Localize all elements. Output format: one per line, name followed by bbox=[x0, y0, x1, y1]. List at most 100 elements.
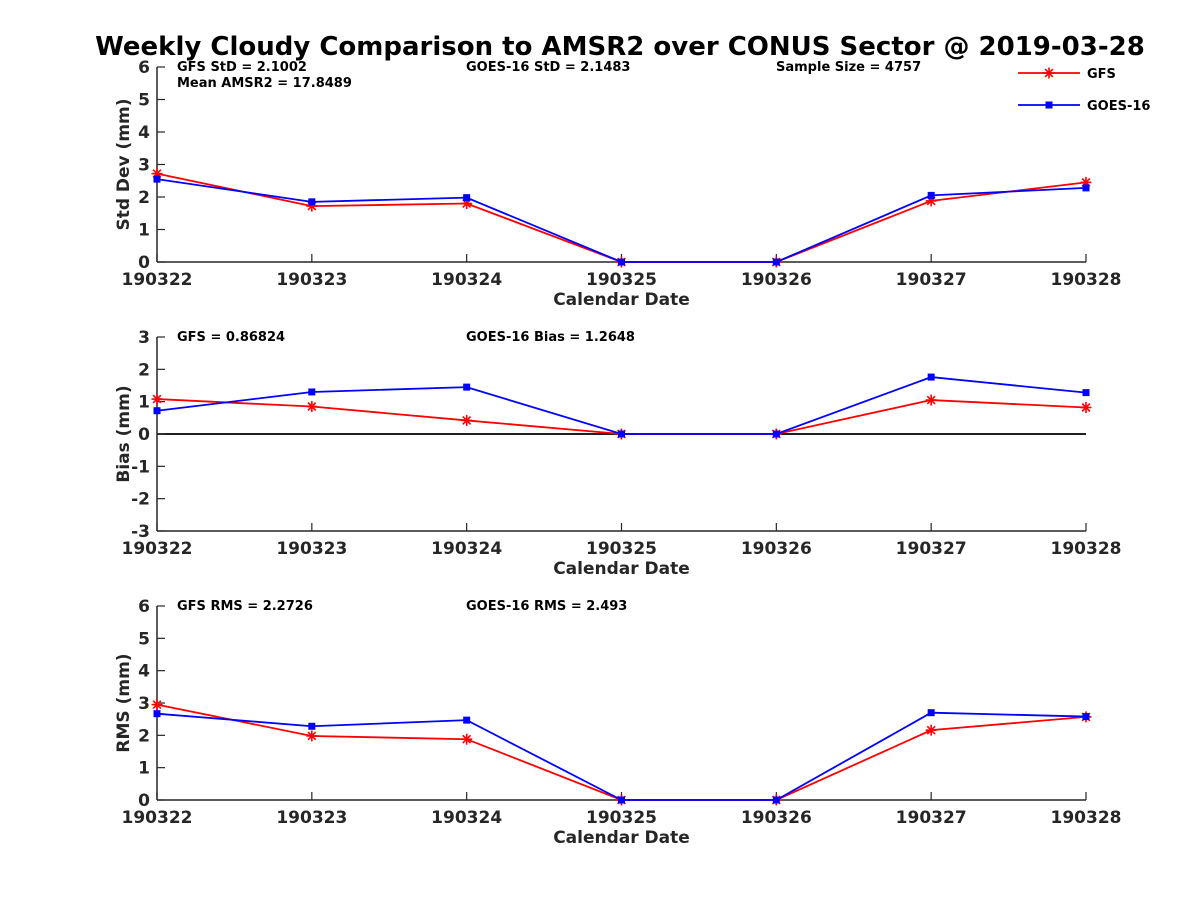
y-tick-label: 2 bbox=[138, 188, 150, 208]
data-point-goes-16 bbox=[153, 710, 161, 718]
x-tick-label: 190325 bbox=[586, 808, 657, 828]
stat-annotation: GFS StD = 2.1002 bbox=[177, 60, 307, 75]
data-point-gfs bbox=[461, 414, 473, 426]
data-point-goes-16 bbox=[308, 198, 316, 206]
subplot-3: 0 1 2 3 4 5 6 190322 190323 190324 190325 190326 190… bbox=[114, 597, 1121, 848]
y-tick-label: -3 bbox=[131, 522, 150, 542]
y-tick-label: 1 bbox=[138, 221, 150, 241]
stat-annotation: Sample Size = 4757 bbox=[776, 60, 921, 75]
y-tick-label: 5 bbox=[138, 629, 150, 649]
data-point-gfs bbox=[1080, 401, 1092, 413]
data-point-gfs bbox=[151, 699, 163, 711]
x-tick-label: 190322 bbox=[122, 808, 193, 828]
data-point-goes-16 bbox=[772, 430, 780, 438]
data-point-goes-16 bbox=[463, 716, 471, 724]
x-tick-label: 190325 bbox=[586, 270, 657, 290]
y-tick-label: 3 bbox=[138, 156, 150, 176]
y-tick-label: -1 bbox=[131, 457, 150, 477]
x-tick-label: 190327 bbox=[896, 270, 967, 290]
x-tick-label: 190328 bbox=[1051, 270, 1122, 290]
data-point-goes-16 bbox=[153, 407, 161, 415]
y-tick-label: -2 bbox=[131, 490, 150, 510]
series-gfs bbox=[151, 699, 1092, 806]
x-tick-label: 190323 bbox=[276, 539, 347, 559]
y-tick-label: 0 bbox=[138, 791, 150, 811]
x-tick-label: 190327 bbox=[896, 808, 967, 828]
y-tick-label: 0 bbox=[138, 425, 150, 445]
legend-marker bbox=[1043, 67, 1055, 79]
data-point-gfs bbox=[151, 393, 163, 405]
series-goes-16 bbox=[153, 373, 1090, 438]
data-point-goes-16 bbox=[153, 175, 161, 183]
data-point-gfs bbox=[925, 394, 937, 406]
x-tick-label: 190326 bbox=[741, 270, 812, 290]
stat-annotation: GFS RMS = 2.2726 bbox=[177, 599, 313, 614]
x-tick-label: 190326 bbox=[741, 808, 812, 828]
x-tick-label: 190323 bbox=[276, 808, 347, 828]
data-point-goes-16 bbox=[308, 722, 316, 730]
series-goes-16 bbox=[153, 175, 1090, 266]
series-line-goes-16 bbox=[156, 178, 1087, 263]
data-point-gfs bbox=[306, 401, 318, 413]
data-point-gfs bbox=[306, 730, 318, 742]
legend-label: GFS bbox=[1087, 67, 1116, 82]
y-axis-label: Std Dev (mm) bbox=[114, 98, 134, 230]
stat-annotation: Mean AMSR2 = 17.8489 bbox=[177, 76, 352, 91]
y-tick-label: 4 bbox=[138, 662, 150, 682]
series-line-gfs bbox=[156, 703, 1087, 801]
data-point-gfs bbox=[461, 733, 473, 745]
y-tick-label: 1 bbox=[138, 393, 150, 413]
y-axis-label: Bias (mm) bbox=[114, 385, 134, 482]
x-tick-label: 190323 bbox=[276, 270, 347, 290]
x-tick-label: 190324 bbox=[431, 808, 502, 828]
x-axis-label: Calendar Date bbox=[553, 290, 690, 310]
x-tick-label: 190324 bbox=[431, 270, 502, 290]
data-point-goes-16 bbox=[772, 258, 780, 266]
series-line-gfs bbox=[156, 172, 1087, 263]
x-tick-label: 190324 bbox=[431, 539, 502, 559]
series-gfs bbox=[151, 168, 1092, 268]
subplot-panels: 0 1 2 3 4 5 6 190322 190323 190324 190325 190326 190… bbox=[114, 58, 1121, 848]
data-point-goes-16 bbox=[927, 191, 935, 199]
x-tick-label: 190328 bbox=[1051, 808, 1122, 828]
stat-annotation: GOES-16 RMS = 2.493 bbox=[466, 599, 627, 614]
y-tick-label: 6 bbox=[138, 58, 150, 78]
stat-annotation: GOES-16 StD = 2.1483 bbox=[466, 60, 630, 75]
y-tick-label: 0 bbox=[138, 253, 150, 273]
data-point-goes-16 bbox=[463, 383, 471, 391]
data-point-goes-16 bbox=[1082, 184, 1090, 192]
series-line-goes-16 bbox=[156, 711, 1087, 801]
x-tick-label: 190322 bbox=[122, 270, 193, 290]
x-tick-label: 190327 bbox=[896, 539, 967, 559]
chart-legend: GFS GOES-16 bbox=[1018, 67, 1150, 114]
data-point-goes-16 bbox=[308, 388, 316, 396]
x-tick-label: 190325 bbox=[586, 539, 657, 559]
x-axis-label: Calendar Date bbox=[553, 828, 690, 848]
series-goes-16 bbox=[153, 709, 1090, 804]
legend-entry-goes-16: GOES-16 bbox=[1018, 99, 1150, 114]
data-point-goes-16 bbox=[618, 430, 625, 438]
y-tick-label: 3 bbox=[138, 328, 150, 348]
legend-marker bbox=[1045, 101, 1053, 109]
y-axis-label: RMS (mm) bbox=[114, 653, 134, 752]
legend-entry-gfs: GFS bbox=[1018, 67, 1116, 82]
subplot-1: 0 1 2 3 4 5 6 190322 190323 190324 190325 190326 190… bbox=[114, 58, 1121, 310]
x-axis-label: Calendar Date bbox=[553, 559, 690, 579]
data-point-goes-16 bbox=[927, 373, 935, 381]
y-tick-label: 3 bbox=[138, 694, 150, 714]
y-tick-label: 2 bbox=[138, 726, 150, 746]
data-point-goes-16 bbox=[618, 796, 625, 804]
data-point-goes-16 bbox=[772, 796, 780, 804]
y-tick-label: 6 bbox=[138, 597, 150, 617]
x-tick-label: 190326 bbox=[741, 539, 812, 559]
y-tick-label: 5 bbox=[138, 91, 150, 111]
data-point-goes-16 bbox=[463, 194, 471, 202]
data-point-goes-16 bbox=[927, 709, 935, 717]
data-point-gfs bbox=[925, 724, 937, 736]
data-point-goes-16 bbox=[1082, 713, 1090, 721]
stat-annotation: GFS = 0.86824 bbox=[177, 330, 285, 345]
data-point-goes-16 bbox=[1082, 389, 1090, 397]
x-tick-label: 190322 bbox=[122, 539, 193, 559]
x-tick-label: 190328 bbox=[1051, 539, 1122, 559]
